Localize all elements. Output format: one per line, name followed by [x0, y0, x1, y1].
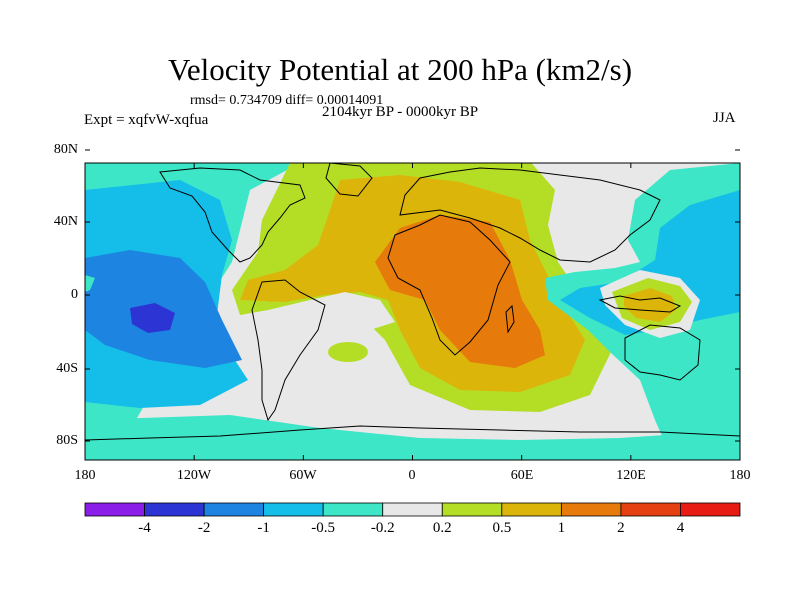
axis-ticks [84, 149, 741, 460]
coast-south-america [251, 279, 326, 422]
colorbar-label: -1 [257, 520, 270, 536]
coast-maritime [598, 295, 682, 313]
lon-label-120w: 120W [176, 468, 212, 483]
colorbar [84, 502, 741, 517]
season-label: JJA [713, 110, 736, 126]
coast-north-america [159, 167, 306, 263]
lon-label-120e: 120E [616, 468, 646, 483]
coast-madagascar [505, 304, 515, 334]
contour-maritime-warm-mid [624, 288, 676, 322]
lon-label-60w: 60W [289, 468, 317, 483]
period-text: 2104kyr BP - 0000kyr BP [321, 104, 479, 120]
colorbar-swatch [144, 502, 205, 517]
colorbar-swatch [203, 502, 265, 517]
experiment-label: Expt = xqfvW-xqfua [84, 112, 209, 128]
stats-text: rmsd= 0.734709 diff= 0.00014091 [190, 93, 384, 108]
lon-label-180e: 180 [729, 468, 751, 483]
lat-label-40s: 40S [56, 361, 78, 376]
colorbar-label: 2 [617, 520, 625, 536]
lat-label-0: 0 [71, 287, 78, 302]
colorbar-label: 4 [676, 520, 685, 536]
colorbar-label: 0.5 [492, 520, 512, 536]
lon-label-180w: 180 [74, 468, 96, 483]
coastlines [85, 163, 740, 441]
colorbar-swatch [263, 502, 324, 517]
lon-label-60e: 60E [510, 468, 534, 483]
coast-eurasia [399, 167, 661, 263]
colorbar-label: 1 [557, 520, 566, 536]
colorbar-swatch [620, 502, 681, 517]
colorbar-swatch [680, 502, 741, 517]
contour-atlantic-neutral [310, 292, 395, 330]
colorbar-label: -4 [138, 520, 151, 536]
chart-title: Velocity Potential at 200 hPa (km2/s) [167, 52, 633, 87]
colorbar-swatch [322, 502, 384, 517]
colorbar-swatch [84, 502, 145, 517]
colorbar-label: -0.5 [311, 520, 336, 536]
lat-label-80n: 80N [53, 142, 78, 157]
contour-satlantic-light [328, 342, 368, 362]
colorbar-label: -0.2 [370, 520, 395, 536]
colorbar-swatch [501, 502, 562, 517]
coast-antarctica [85, 425, 740, 441]
lat-label-80s: 80S [56, 433, 78, 448]
colorbar-swatch [560, 502, 622, 517]
coast-greenland [325, 163, 373, 197]
contour-southern-light [85, 415, 740, 460]
colorbar-swatch [382, 502, 443, 517]
colorbar-label: -2 [197, 520, 211, 536]
contour-pacific-deep [130, 303, 175, 333]
coast-australia [624, 324, 701, 381]
coast-africa-europe [387, 214, 511, 356]
contour-pacific-east-light [85, 275, 95, 292]
lat-label-40n: 40N [53, 214, 78, 229]
lon-label-0: 0 [408, 468, 416, 483]
colorbar-label: 0.2 [432, 520, 452, 536]
contour-field [85, 163, 740, 460]
contour-australia-light [690, 320, 740, 430]
contour-caribbean-mid [255, 272, 298, 302]
colorbar-swatch [441, 502, 503, 517]
